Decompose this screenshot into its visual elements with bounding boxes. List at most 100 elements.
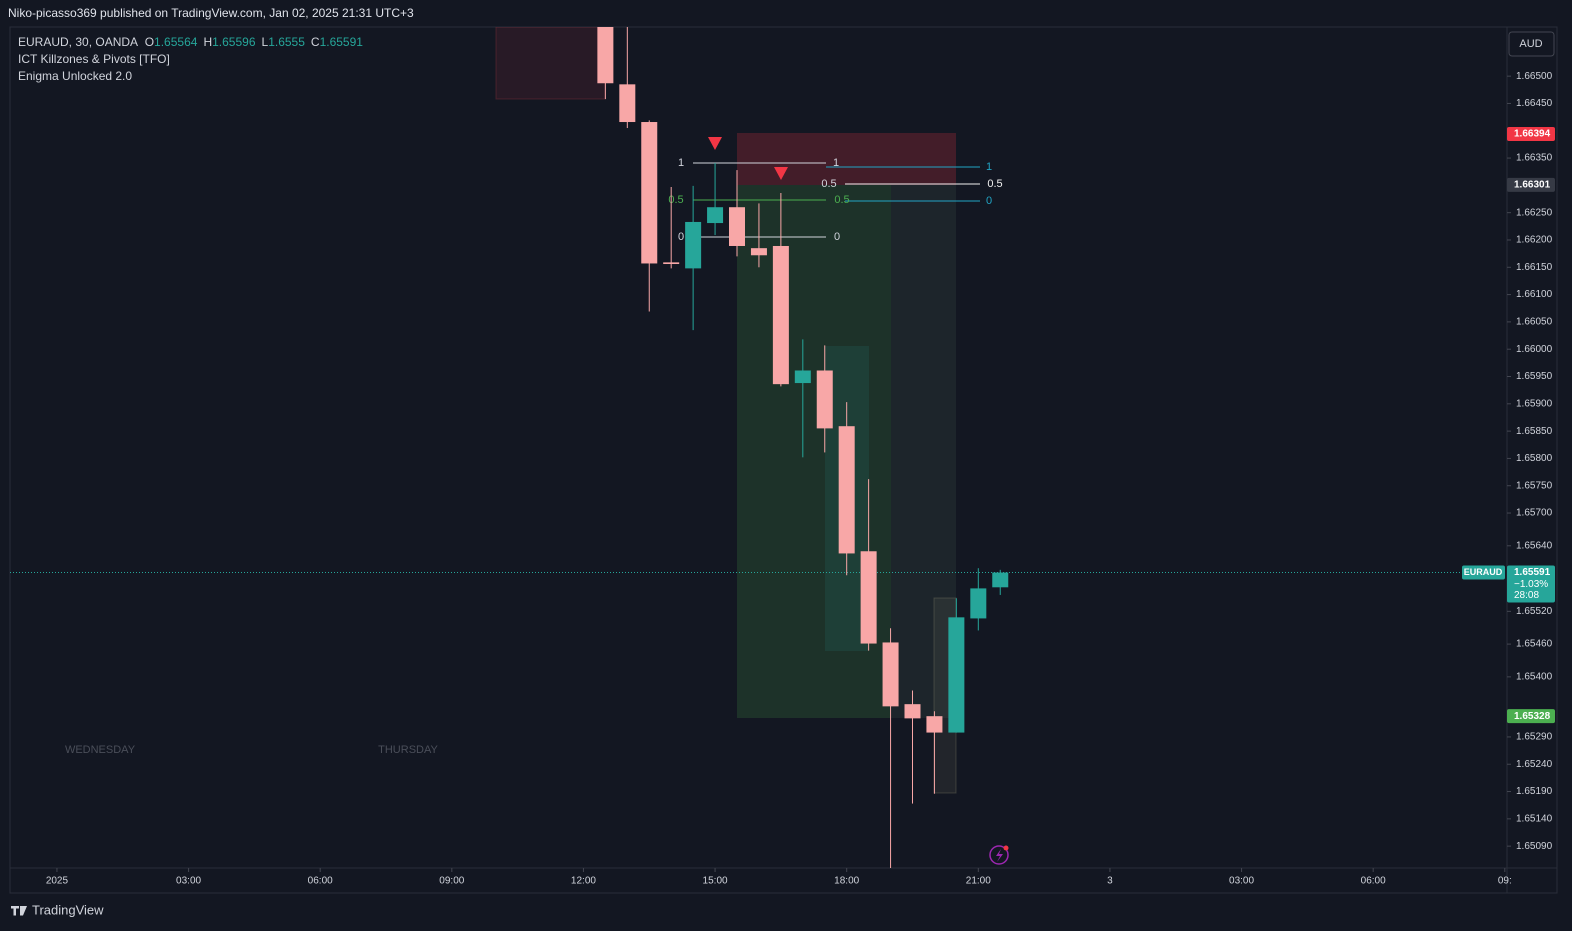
candle-body: [707, 207, 724, 224]
y-tick-label: 1.65460: [1516, 639, 1553, 650]
y-tick-label: 1.66150: [1516, 262, 1553, 273]
zone-box: [737, 133, 956, 185]
symbol-tag-label: EURAUD: [1464, 567, 1503, 577]
y-tick-label: 1.65750: [1516, 480, 1553, 491]
x-tick-label: 15:00: [703, 876, 728, 887]
price-tag: [1507, 177, 1555, 192]
ohlc-value: 1.65564: [154, 35, 198, 49]
y-tick-label: 1.66500: [1516, 71, 1553, 82]
ohlc-label: L: [261, 35, 269, 49]
fib-label: 0: [678, 231, 684, 243]
x-tick-label: 21:00: [966, 876, 991, 887]
candle-body: [838, 426, 855, 554]
price-tag-label: 1.66301: [1514, 179, 1551, 190]
x-tick-label: 2025: [46, 876, 69, 887]
y-tick-label: 1.65090: [1516, 841, 1553, 852]
x-tick-label: 09:00: [439, 876, 464, 887]
currency-button[interactable]: [1508, 31, 1555, 57]
y-tick-label: 1.65520: [1516, 606, 1553, 617]
last-price: 1.65591: [1514, 567, 1551, 578]
y-tick-label: 1.65290: [1516, 732, 1553, 743]
currency: AUD: [1519, 38, 1542, 50]
candle-body: [970, 588, 987, 619]
fib-label: 1: [986, 161, 992, 173]
candle-body: [926, 716, 943, 733]
candle-body: [663, 262, 680, 265]
price-tag-label: 1.66394: [1514, 129, 1551, 140]
ohlc-label: O: [144, 35, 155, 49]
candle-body: [860, 551, 877, 644]
y-tick-label: 1.65190: [1516, 786, 1553, 797]
y-tick-label: 1.65900: [1516, 398, 1553, 409]
indicator: Enigma Unlocked 2.0: [18, 69, 133, 83]
candle-body: [816, 370, 833, 429]
fib-label: 0: [834, 231, 840, 243]
countdown: 28:08: [1514, 590, 1539, 601]
alert-icon-bolt: [996, 849, 1003, 862]
logo: [11, 906, 27, 916]
y-tick-label: 1.65700: [1516, 508, 1553, 519]
last-price-tag: [1507, 565, 1555, 603]
indicator: ICT Killzones & Pivots [TFO]: [18, 52, 170, 66]
y-tick-label: 1.65640: [1516, 540, 1553, 551]
fib-label: 0.5: [834, 194, 849, 206]
alert-icon[interactable]: [989, 845, 1009, 865]
fib-label: 0.5: [668, 194, 683, 206]
session-label: WEDNESDAY: [65, 744, 136, 756]
price-tag-label: 1.65328: [1514, 711, 1551, 722]
x-tick-label: 18:00: [834, 876, 859, 887]
candles: [10, 27, 1507, 868]
x-tick-label: 09:: [1498, 876, 1512, 887]
candle-body: [729, 207, 746, 246]
y-tick-label: 1.66250: [1516, 207, 1553, 218]
signal-arrow: [708, 137, 722, 150]
y-tick-label: 1.66000: [1516, 344, 1553, 355]
fib-label: 1: [833, 157, 839, 169]
candle-body: [904, 704, 921, 719]
price-tag: [1507, 709, 1555, 724]
candle-body: [772, 245, 789, 385]
ohlc-label: C: [310, 35, 320, 49]
x-tick-label: 06:00: [1361, 876, 1386, 887]
candle-body: [685, 221, 702, 269]
y-tick-label: 1.65240: [1516, 759, 1553, 770]
ohlc-value: 1.6555: [268, 35, 305, 49]
zones: [495, 27, 980, 794]
x-tick-label: 12:00: [571, 876, 596, 887]
zone-box: [891, 185, 956, 718]
x-tick-label: 3: [1107, 876, 1113, 887]
alert-dot: [1003, 845, 1009, 851]
candle-body: [619, 84, 636, 123]
ohlc-label: H: [203, 35, 213, 49]
y-tick-label: 1.66350: [1516, 153, 1553, 164]
candle-body: [641, 122, 658, 264]
x-tick-label: 03:00: [176, 876, 201, 887]
header: Niko-picasso369 published on TradingView…: [8, 6, 414, 20]
y-tick-label: 1.65400: [1516, 672, 1553, 683]
y-tick-label: 1.65800: [1516, 453, 1553, 464]
session-label: THURSDAY: [378, 744, 438, 756]
fib-label: 1: [678, 157, 684, 169]
ohlc: O1.65564 H1.65596 L1.6555 C1.65591: [145, 35, 369, 49]
candle-body: [597, 27, 614, 84]
x-tick-label: 06:00: [308, 876, 333, 887]
y-tick-label: 1.65850: [1516, 426, 1553, 437]
price-tag: [1507, 127, 1555, 142]
frame: [9, 26, 1558, 894]
zone-box: [495, 27, 606, 100]
candle-body: [992, 572, 1009, 588]
candle-body: [948, 617, 965, 733]
fib-label: 0: [986, 195, 992, 207]
symbol-tag: [1462, 565, 1505, 580]
y-tick-label: 1.66200: [1516, 235, 1553, 246]
footer: TradingView: [32, 902, 104, 917]
change: −1.03%: [1514, 579, 1548, 590]
signal-arrow: [774, 167, 788, 180]
y-tick-label: 1.66450: [1516, 98, 1553, 109]
y-tick-label: 1.66100: [1516, 289, 1553, 300]
fib-label: 0.5: [821, 178, 836, 190]
